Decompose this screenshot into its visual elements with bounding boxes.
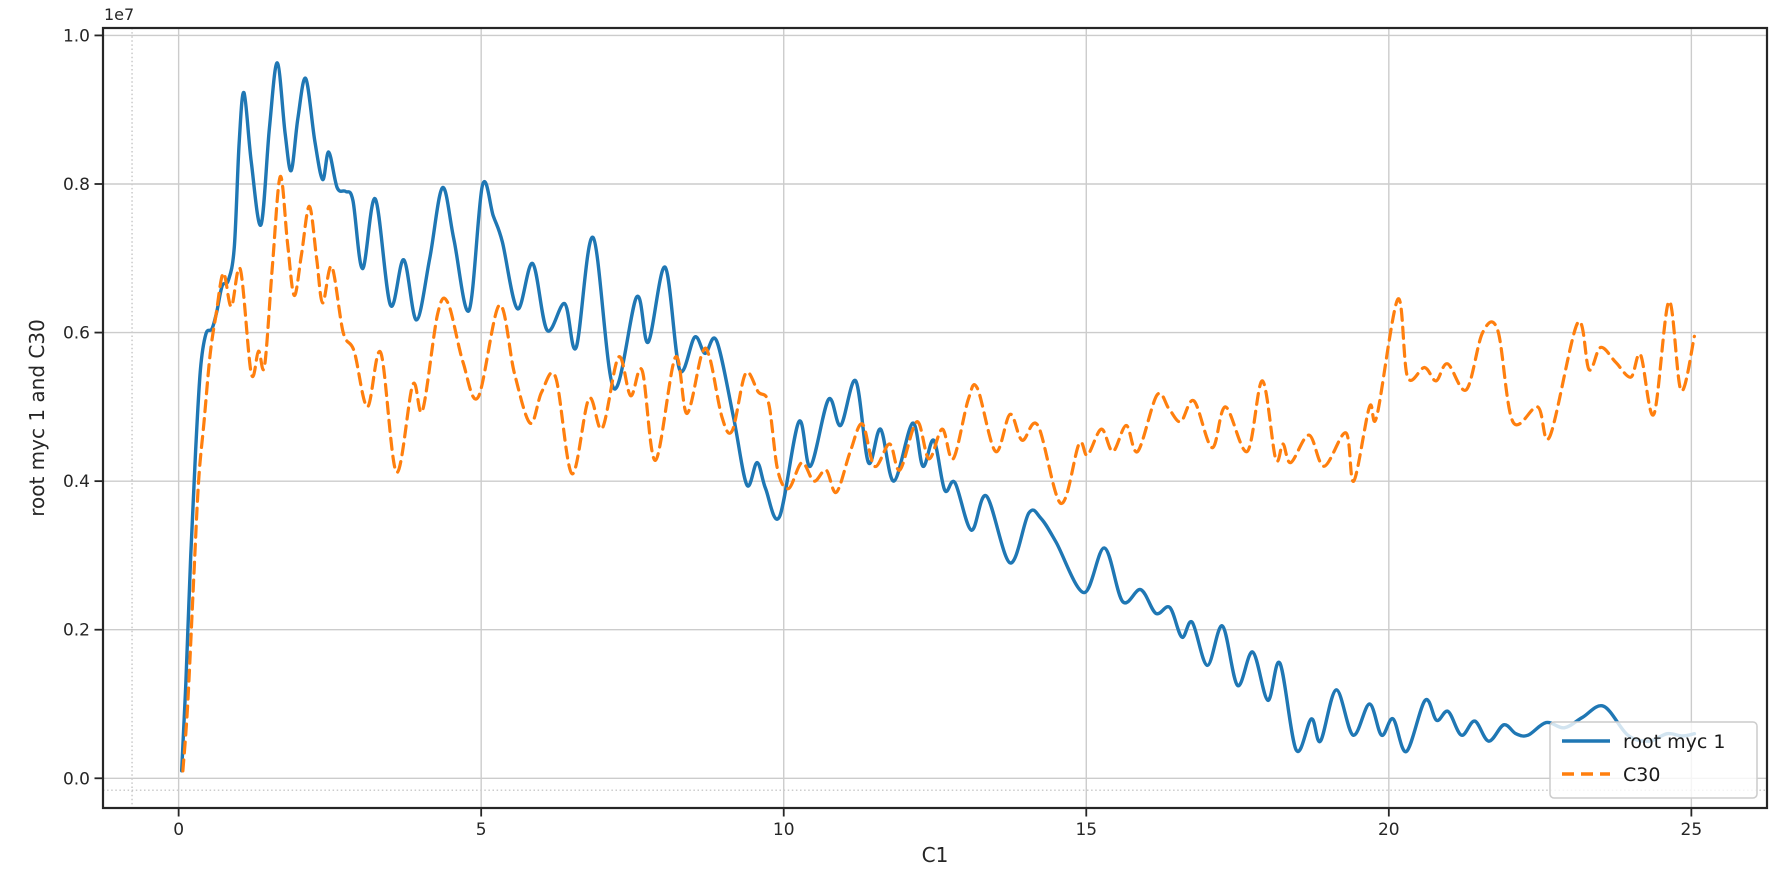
x-tick-label-15: 15	[1075, 820, 1097, 840]
y-tick-label-1.0: 1.0	[63, 26, 90, 46]
y-tick-label-0.8: 0.8	[63, 175, 90, 195]
y-axis-label: root myc 1 and C30	[25, 319, 49, 517]
x-tick-label-10: 10	[773, 820, 795, 840]
legend-label-c30: C30	[1623, 764, 1660, 786]
x-tick-label-20: 20	[1378, 820, 1400, 840]
x-tick-label-25: 25	[1681, 820, 1703, 840]
y-tick-label-0.2: 0.2	[63, 621, 90, 641]
legend-label-root-myc-1: root myc 1	[1623, 731, 1725, 753]
y-axis-offset-label: 1e7	[104, 5, 134, 24]
tick-marks	[94, 34, 1693, 817]
major-gridlines	[103, 28, 1767, 808]
legend[interactable]: root myc 1 C30	[1549, 721, 1758, 799]
axes-border	[101, 26, 1769, 810]
series-line-root-myc-1	[179, 61, 1697, 773]
data-series	[179, 61, 1697, 773]
x-axis-label: C1	[922, 843, 949, 867]
y-tick-label-0.6: 0.6	[63, 324, 90, 344]
x-tick-label-0: 0	[173, 820, 184, 840]
y-tick-label-0.0: 0.0	[63, 769, 90, 789]
tick-labels: 0 5 10 15 20 25 0.0 0.2 0.4 0.6 0.8 1.0	[63, 26, 1702, 840]
series-line-c30	[181, 174, 1696, 773]
y-tick-label-0.4: 0.4	[63, 472, 90, 492]
x-tick-label-5: 5	[476, 820, 487, 840]
minor-gridlines	[103, 28, 1767, 808]
